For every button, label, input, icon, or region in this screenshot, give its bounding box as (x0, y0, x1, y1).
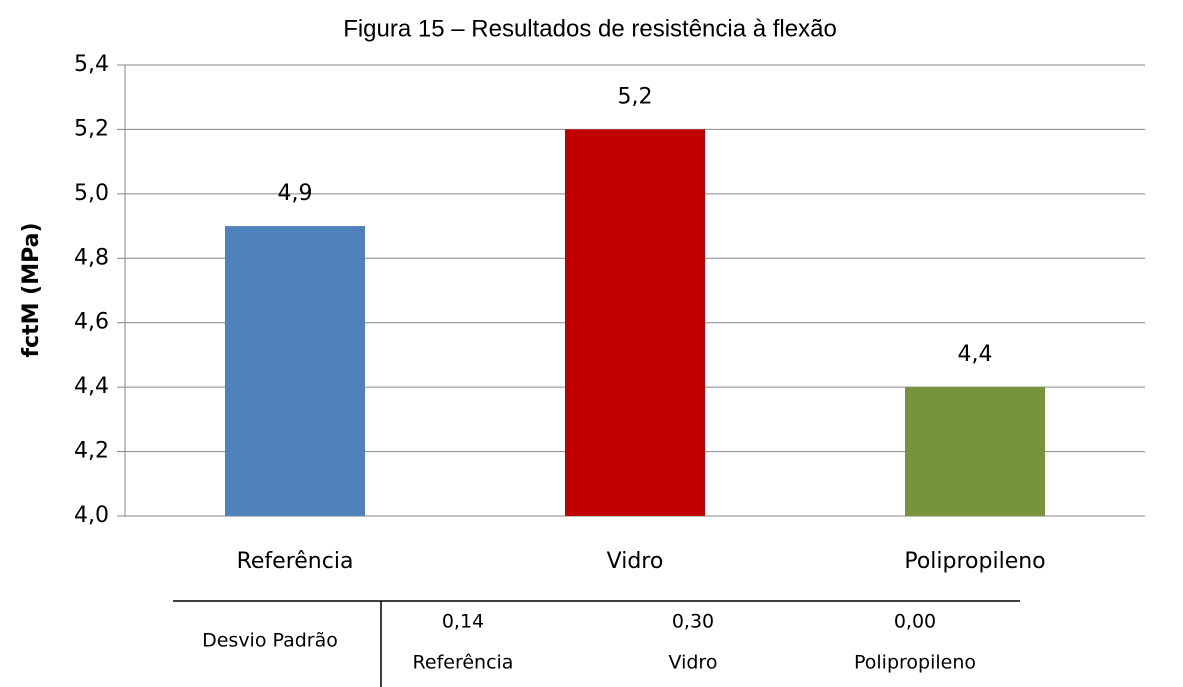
table-value: 0,14 (442, 611, 484, 633)
y-tick-label: 5,0 (74, 181, 109, 206)
table-column: Referência (413, 652, 514, 674)
table-value: 0,30 (672, 611, 714, 633)
bar (225, 226, 365, 517)
table-column: Polipropileno (854, 652, 976, 674)
y-tick-label: 4,2 (74, 439, 109, 464)
data-label: 4,9 (278, 181, 313, 206)
table-value: 0,00 (894, 611, 936, 633)
y-tick-label: 4,4 (74, 374, 109, 399)
data-label: 4,4 (958, 342, 993, 367)
bar (565, 129, 705, 516)
y-tick-label: 5,2 (74, 116, 109, 141)
data-label: 5,2 (618, 84, 653, 109)
y-tick-label: 4,0 (74, 503, 109, 528)
table-column: Vidro (669, 652, 718, 674)
x-tick-label: Vidro (607, 549, 664, 574)
y-tick-label: 5,4 (74, 52, 109, 77)
y-tick-label: 4,6 (74, 310, 109, 335)
y-axis-label: fctM (MPa) (19, 222, 44, 357)
y-tick-label: 4,8 (74, 245, 109, 270)
chart-title: Figura 15 – Resultados de resistência à … (343, 15, 837, 42)
bar (905, 387, 1045, 516)
table-row-label: Desvio Padrão (202, 630, 338, 652)
x-tick-label: Referência (237, 549, 354, 574)
x-tick-label: Polipropileno (904, 549, 1045, 574)
